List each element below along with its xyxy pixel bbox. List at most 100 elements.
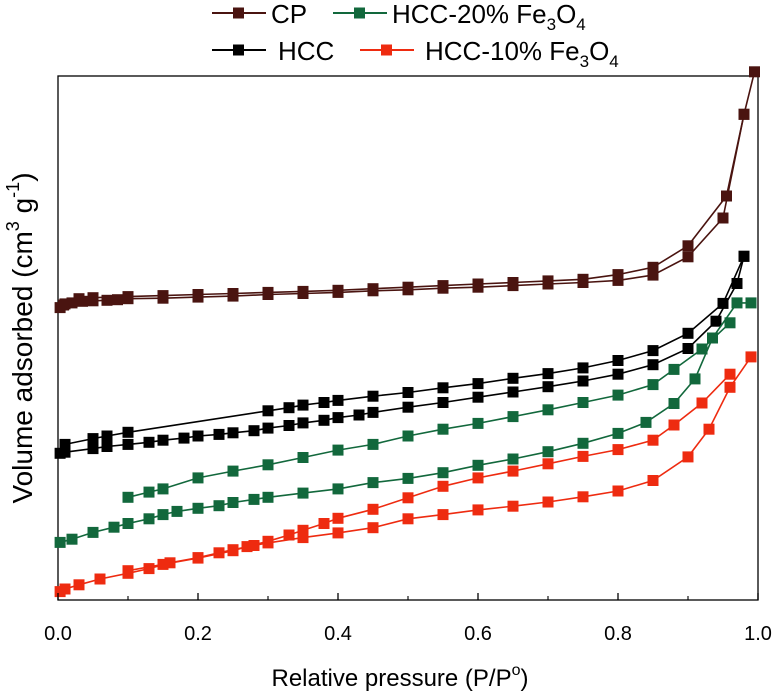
hcc-adsorption-point-4 — [122, 438, 134, 450]
cp-desorption-point-20 — [73, 293, 85, 305]
cp-adsorption-point-6 — [112, 294, 123, 306]
cp-desorption-point-7 — [507, 277, 519, 288]
hcc-adsorption-point-20 — [437, 397, 449, 408]
hcc-adsorption-point-1 — [59, 446, 71, 458]
legend-entry-hcc-20: HCC-20% Fe3O4 — [333, 0, 586, 34]
hcc-adsorption-point-14 — [297, 417, 309, 429]
hcc-10-fe3o4-desorption-point-7 — [507, 465, 519, 477]
hcc-20-fe3o4-adsorption-point-28 — [745, 297, 757, 309]
hcc-desorption-point-14 — [297, 399, 309, 411]
hcc-desorption-point-13 — [318, 397, 330, 408]
hcc-10-fe3o4-desorption-point-1 — [696, 397, 708, 409]
hcc-20-fe3o4-desorption-point-2 — [668, 363, 680, 375]
hcc-10-fe3o4-desorption-point-21 — [122, 565, 134, 577]
hcc-10-fe3o4-desorption-point-20 — [157, 558, 169, 570]
hcc-20-fe3o4-desorption-point-12 — [332, 444, 344, 456]
cp-adsorption-point-5 — [101, 294, 113, 306]
legend-marker-hcc — [233, 44, 244, 56]
x-tick-label-0: 0.0 — [44, 623, 72, 645]
x-tick-label-1: 0.2 — [184, 623, 212, 645]
hcc-20-fe3o4-desorption-line — [127, 322, 731, 499]
cp-adsorption-point-22 — [647, 269, 659, 281]
hcc-20-fe3o4-desorption-point-8 — [472, 417, 484, 429]
hcc-desorption-point-19 — [87, 433, 99, 445]
hcc-10-fe3o4-desorption-point-19 — [192, 552, 204, 564]
legend-label-hcc-20-mid: O — [556, 0, 576, 29]
hcc-10-fe3o4-desorption-point-11 — [367, 503, 379, 515]
hcc-10-fe3o4-adsorption-point-3 — [94, 573, 106, 585]
hcc-adsorption-point-28 — [710, 315, 722, 327]
hcc-20-fe3o4-adsorption-point-4 — [122, 518, 134, 529]
legend-label-hcc-10-sub1: 3 — [580, 52, 589, 71]
legend-label-cp: CP — [271, 0, 307, 29]
hcc-10-fe3o4-desorption-point-8 — [472, 472, 484, 484]
legend-label-hcc-20-text: HCC-20% Fe — [392, 0, 547, 29]
x-tick-label-5: 1.0 — [744, 623, 772, 645]
hcc-10-fe3o4-desorption-point-14 — [297, 524, 309, 536]
hcc-10-fe3o4-desorption-point-10 — [402, 492, 414, 504]
x-axis-label-text: Relative pressure (P/P — [272, 665, 512, 692]
legend-marker-hcc-10 — [381, 44, 392, 56]
cp-adsorption-point-2 — [66, 297, 78, 309]
hcc-desorption-point-1 — [717, 297, 729, 309]
hcc-adsorption-point-2 — [87, 443, 99, 455]
hcc-20-fe3o4-adsorption-point-19 — [507, 453, 519, 465]
hcc-10-fe3o4-adsorption-point-13 — [332, 527, 344, 539]
y-axis-label-mid: g — [7, 198, 38, 221]
hcc-10-fe3o4-desorption-point-15 — [283, 529, 295, 541]
hcc-10-fe3o4-desorption-point-5 — [577, 450, 589, 462]
x-axis-label-end: ) — [521, 665, 529, 692]
hcc-20-fe3o4-desorption-point-19 — [122, 491, 134, 503]
cp-desorption-point-13 — [297, 285, 309, 297]
hcc-10-fe3o4-adsorption-point-17 — [472, 504, 484, 516]
hcc-20-fe3o4-adsorption-point-11 — [248, 493, 260, 505]
legend-entry-hcc: HCC — [212, 36, 334, 66]
hcc-20-fe3o4-desorption-point-5 — [577, 397, 589, 408]
hcc-10-fe3o4-desorption-point-17 — [241, 541, 253, 553]
hcc-20-fe3o4-desorption-point-13 — [297, 452, 309, 463]
hcc-adsorption-point-21 — [472, 391, 484, 403]
hcc-adsorption-point-15 — [318, 414, 330, 426]
hcc-10-fe3o4-adsorption-point-26 — [745, 351, 757, 363]
x-tick-label-3: 0.6 — [464, 623, 492, 645]
hcc-desorption-point-3 — [647, 345, 659, 357]
y-axis-label-sup2: -1 — [3, 182, 23, 198]
hcc-20-fe3o4-desorption-point-16 — [192, 472, 204, 484]
hcc-desorption-point-5 — [577, 362, 589, 374]
cp-adsorption-point-26 — [749, 66, 760, 78]
cp-desorption-point-17 — [157, 290, 169, 302]
hcc-10-fe3o4-adsorption-point-16 — [437, 509, 449, 521]
hcc-10-fe3o4-desorption-point-12 — [332, 512, 344, 524]
hcc-20-fe3o4-adsorption-point-2 — [87, 526, 99, 538]
hcc-10-fe3o4-adsorption-point-22 — [647, 475, 659, 486]
series-cp — [54, 66, 760, 314]
hcc-desorption-point-10 — [402, 387, 414, 398]
legend: CP HCC-20% Fe3O4 HCC HCC-10% Fe3O4 — [212, 0, 619, 71]
hcc-10-fe3o4-desorption-point-13 — [318, 518, 330, 529]
hcc-adsorption-point-7 — [178, 432, 190, 444]
hcc-20-fe3o4-desorption-point-1 — [696, 343, 708, 355]
hcc-20-fe3o4-adsorption-point-12 — [262, 491, 274, 503]
y-axis-label-end: ) — [7, 172, 38, 181]
hcc-adsorption-point-27 — [682, 343, 694, 354]
hcc-20-fe3o4-adsorption-point-21 — [577, 437, 589, 449]
cp-desorption-point-21 — [59, 298, 71, 310]
y-axis-label: Volume adsorbed (cm3 g-1) — [3, 172, 38, 503]
hcc-adsorption-point-17 — [353, 409, 365, 421]
x-axis-label-sup: o — [512, 662, 521, 679]
hcc-20-fe3o4-adsorption-point-3 — [108, 521, 120, 533]
hcc-20-fe3o4-adsorption-point-22 — [612, 427, 624, 439]
hcc-adsorption-point-6 — [157, 434, 169, 446]
cp-desorption-point-2 — [682, 240, 694, 252]
hcc-20-fe3o4-desorption-point-18 — [143, 486, 155, 498]
hcc-10-fe3o4-adsorption-point-5 — [143, 563, 155, 575]
series-hcc-20-fe3o4 — [54, 297, 757, 548]
cp-desorption-point-16 — [192, 289, 204, 300]
legend-entry-hcc-10: HCC-10% Fe3O4 — [360, 36, 619, 71]
hcc-20-fe3o4-desorption-point-0 — [724, 317, 736, 329]
hcc-10-fe3o4-adsorption-point-21 — [612, 485, 624, 497]
hcc-desorption-point-15 — [283, 402, 295, 414]
hcc-desorption-point-16 — [262, 405, 274, 417]
hcc-20-fe3o4-desorption-point-9 — [437, 423, 449, 435]
